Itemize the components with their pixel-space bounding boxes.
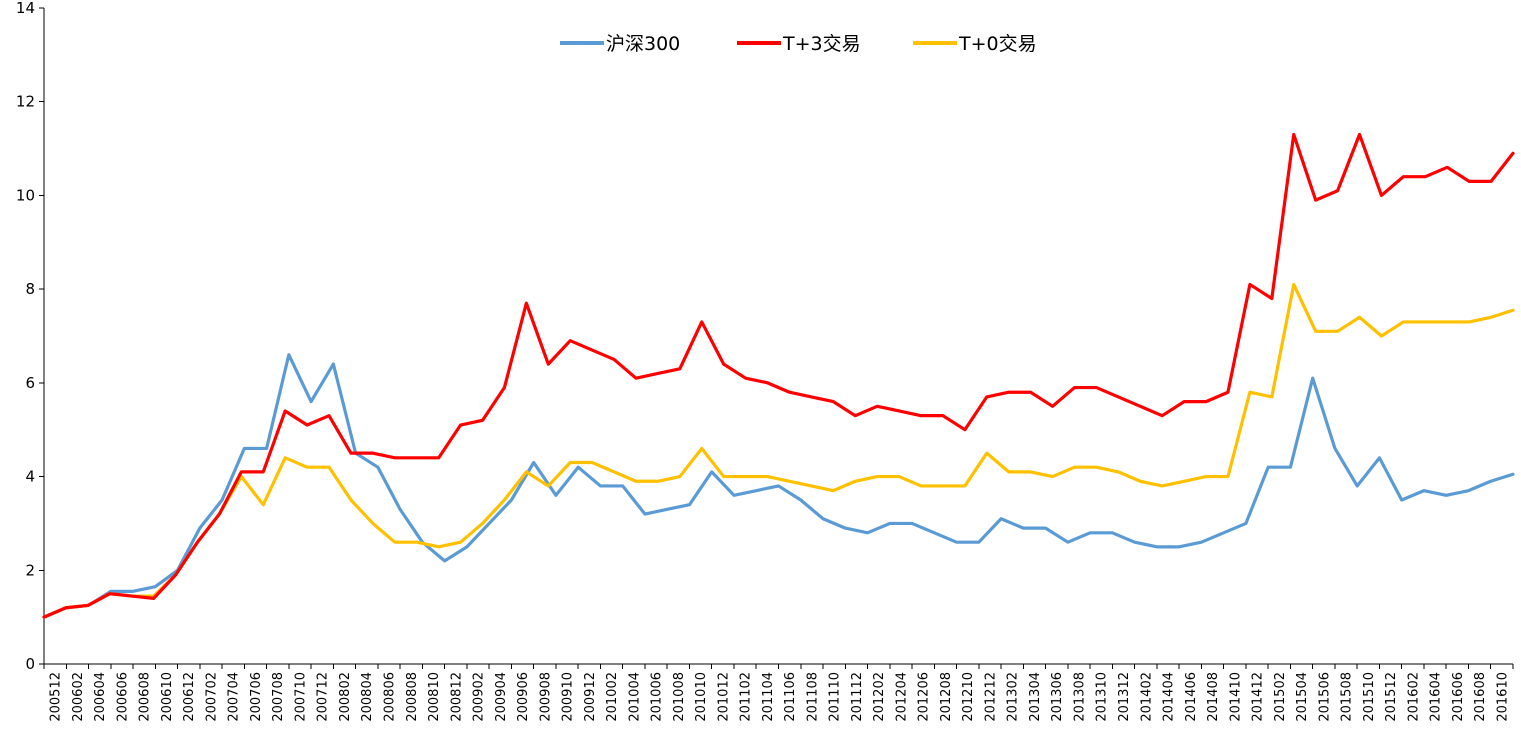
x-tick-label: 200908 bbox=[538, 672, 553, 722]
y-tick-label: 0 bbox=[25, 655, 35, 673]
x-tick-label: 201102 bbox=[739, 672, 754, 722]
x-tick-label: 201106 bbox=[783, 672, 798, 722]
x-tick-label: 201312 bbox=[1117, 672, 1132, 722]
x-tick-label: 200512 bbox=[49, 672, 64, 722]
x-tick-label: 201602 bbox=[1406, 672, 1421, 722]
axes bbox=[43, 8, 1513, 665]
x-tick-label: 200812 bbox=[449, 672, 464, 722]
x-tick-label: 201306 bbox=[1050, 672, 1065, 722]
x-tick-label: 201104 bbox=[761, 672, 776, 722]
x-tick-label: 201402 bbox=[1139, 672, 1154, 722]
x-tick-label: 201510 bbox=[1362, 672, 1377, 722]
x-tick-label: 201608 bbox=[1473, 672, 1488, 722]
x-tick-label: 201110 bbox=[828, 672, 843, 722]
x-tick-label: 201010 bbox=[694, 672, 709, 722]
x-tick-label: 200712 bbox=[316, 672, 331, 722]
x-tick-label: 200906 bbox=[516, 672, 531, 722]
x-tick-label: 200610 bbox=[160, 672, 175, 722]
y-tick-label: 10 bbox=[16, 186, 35, 204]
x-tick-label: 201406 bbox=[1184, 672, 1199, 722]
x-tick-label: 201004 bbox=[627, 672, 642, 722]
x-tick-label: 201002 bbox=[605, 672, 620, 722]
x-tick-label: 200810 bbox=[427, 672, 442, 722]
y-tick-label: 14 bbox=[16, 0, 35, 17]
legend: 沪深300 T+3交易 T+0交易 bbox=[560, 33, 1037, 55]
x-tick-label: 201310 bbox=[1095, 672, 1110, 722]
x-tick-label: 201610 bbox=[1495, 672, 1510, 722]
y-ticks: 0 2 4 6 8 10 12 14 bbox=[16, 0, 44, 673]
x-tick-label: 201604 bbox=[1429, 672, 1444, 722]
x-tick-label: 200608 bbox=[138, 672, 153, 722]
x-tick-label: 200710 bbox=[293, 672, 308, 722]
series-line-0 bbox=[42, 353, 1515, 619]
series-line-1 bbox=[42, 132, 1515, 619]
x-tick-label: 200808 bbox=[405, 672, 420, 722]
x-tick-label: 200902 bbox=[472, 672, 487, 722]
x-tick-label: 201208 bbox=[939, 672, 954, 722]
x-tick-label: 201012 bbox=[716, 672, 731, 722]
legend-label: T+3交易 bbox=[782, 33, 861, 55]
x-tick-label: 201506 bbox=[1317, 672, 1332, 722]
legend-label: T+0交易 bbox=[958, 33, 1037, 55]
x-ticks: 200512 200602 200604 200606 200608 200610 2006… bbox=[43, 664, 1514, 722]
x-tick-label: 200602 bbox=[71, 672, 86, 722]
x-tick-label: 200806 bbox=[382, 672, 397, 722]
x-tick-label: 200910 bbox=[561, 672, 576, 722]
x-tick-label: 200802 bbox=[338, 672, 353, 722]
x-tick-label: 201006 bbox=[650, 672, 665, 722]
x-tick-label: 200604 bbox=[93, 672, 108, 722]
series-lines bbox=[42, 132, 1515, 619]
x-tick-label: 200704 bbox=[227, 672, 242, 722]
x-tick-label: 201204 bbox=[894, 672, 909, 722]
x-tick-label: 201206 bbox=[917, 672, 932, 722]
x-tick-label: 201210 bbox=[961, 672, 976, 722]
x-tick-label: 200804 bbox=[360, 672, 375, 722]
x-tick-label: 200708 bbox=[271, 672, 286, 722]
x-tick-label: 200606 bbox=[115, 672, 130, 722]
x-tick-label: 201202 bbox=[872, 672, 887, 722]
x-tick-label: 201502 bbox=[1273, 672, 1288, 722]
y-tick-label: 12 bbox=[16, 93, 35, 111]
x-tick-label: 201308 bbox=[1072, 672, 1087, 722]
x-tick-label: 201606 bbox=[1451, 672, 1466, 722]
x-tick-label: 200612 bbox=[182, 672, 197, 722]
x-tick-label: 201304 bbox=[1028, 672, 1043, 722]
x-tick-label: 201410 bbox=[1228, 672, 1243, 722]
x-tick-label: 201408 bbox=[1206, 672, 1221, 722]
x-tick-label: 200904 bbox=[494, 672, 509, 722]
y-tick-label: 4 bbox=[25, 468, 35, 486]
legend-label: 沪深300 bbox=[606, 33, 680, 55]
series-line-2 bbox=[42, 282, 1515, 619]
x-tick-label: 201212 bbox=[983, 672, 998, 722]
x-tick-label: 201108 bbox=[805, 672, 820, 722]
x-tick-label: 201302 bbox=[1006, 672, 1021, 722]
x-tick-label: 201412 bbox=[1251, 672, 1266, 722]
y-tick-label: 2 bbox=[25, 561, 35, 579]
x-tick-label: 201508 bbox=[1340, 672, 1355, 722]
x-tick-label: 201512 bbox=[1384, 672, 1399, 722]
x-tick-label: 200702 bbox=[204, 672, 219, 722]
x-tick-label: 201008 bbox=[672, 672, 687, 722]
x-tick-label: 200706 bbox=[249, 672, 264, 722]
x-tick-label: 201404 bbox=[1162, 672, 1177, 722]
y-tick-label: 8 bbox=[25, 280, 35, 298]
x-tick-label: 201504 bbox=[1295, 672, 1310, 722]
x-tick-label: 200912 bbox=[583, 672, 598, 722]
x-tick-label: 201112 bbox=[850, 672, 865, 722]
y-tick-label: 6 bbox=[25, 374, 35, 392]
